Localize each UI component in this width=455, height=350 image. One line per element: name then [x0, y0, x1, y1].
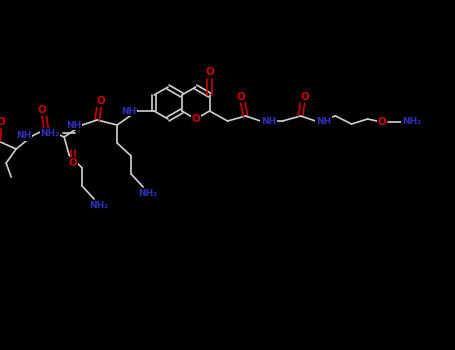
Text: NH: NH: [16, 132, 32, 140]
Text: O: O: [97, 96, 106, 106]
Text: NH₂: NH₂: [90, 201, 109, 210]
Text: NH₂: NH₂: [402, 118, 421, 126]
Text: O: O: [300, 92, 309, 102]
Text: O: O: [38, 105, 46, 115]
Text: NH: NH: [261, 117, 276, 126]
Text: NH: NH: [66, 120, 82, 130]
Text: O: O: [205, 67, 214, 77]
Text: NH: NH: [121, 106, 137, 116]
Text: NH₂: NH₂: [138, 189, 158, 197]
Text: O: O: [236, 92, 245, 102]
Text: O: O: [377, 117, 386, 127]
Text: O: O: [69, 158, 77, 168]
Text: NH₂: NH₂: [40, 128, 60, 138]
Text: O: O: [192, 114, 200, 124]
Text: O: O: [0, 117, 5, 127]
Text: NH: NH: [316, 117, 331, 126]
